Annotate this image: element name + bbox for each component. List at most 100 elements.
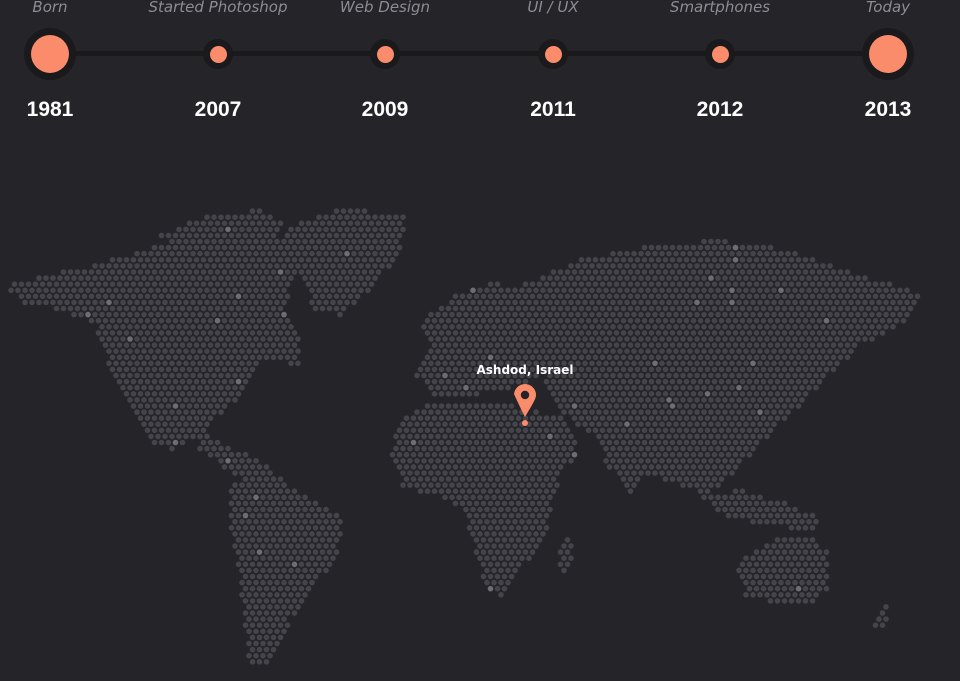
map-dot [865,293,872,300]
map-dot [540,470,546,476]
map-dot [659,336,665,342]
map-dot [221,342,228,348]
map-dot [491,360,497,367]
map-dot [498,579,504,586]
map-dot [855,287,861,294]
map-dot [631,324,637,330]
map-dot [253,299,259,306]
map-dot [214,451,221,458]
map-dot [550,476,557,482]
map-dot [718,342,725,348]
map-dot [256,257,263,263]
map-dot [169,238,175,245]
map-dot [767,305,774,312]
map-dot [596,275,602,281]
map-dot [673,263,679,269]
map-dot [228,232,235,239]
map-dot [666,348,672,354]
map-dot [239,555,245,561]
map-dot [729,397,735,403]
map-dot [781,342,788,348]
map-dot [151,427,158,434]
map-dot [298,585,305,592]
map-dot [158,232,165,239]
map-dot [683,403,690,409]
map-dot [200,427,207,434]
map-dot [193,220,200,227]
map-dot [729,287,735,294]
map-dot [438,305,445,312]
map-dot [624,421,630,427]
map-dot [239,494,245,501]
map-dot [823,342,830,348]
map-dot [186,378,193,385]
map-dot [848,275,854,281]
map-dot [554,458,560,464]
map-dot [512,445,518,452]
map-dot [246,531,252,537]
map-dot [197,360,203,367]
map-dot [561,543,567,549]
map-dot [463,324,469,330]
map-dot [88,293,95,300]
map-dot [260,616,266,622]
map-dot [620,354,627,361]
map-dot [620,476,627,482]
map-dot [708,482,714,488]
map-dot [249,622,256,628]
map-dot [242,622,249,628]
map-dot [568,311,574,318]
map-dot [470,336,476,342]
map-dot [596,360,602,367]
map-dot [767,366,774,373]
map-dot [697,305,704,312]
map-dot [116,378,123,385]
map-dot [722,299,728,306]
map-dot [442,421,448,427]
map-dot [788,391,795,397]
map-dot [218,336,224,342]
map-dot [302,275,308,281]
map-dot [795,354,802,361]
map-dot [249,500,256,507]
map-dot [459,427,466,434]
map-dot [130,403,137,409]
map-dot [638,421,644,427]
map-dot [291,537,298,543]
map-dot [183,372,189,379]
map-dot [109,281,116,287]
map-dot [137,269,144,275]
map-dot [263,500,270,507]
map-dot [785,311,791,318]
map-dot [323,263,329,269]
map-dot [183,324,189,330]
map-dot [246,640,252,647]
map-dot [547,384,553,391]
map-dot [277,512,284,519]
map-dot [32,293,39,300]
map-dot [316,518,322,525]
map-dot [309,275,315,281]
map-dot [218,409,224,415]
map-dot [613,330,620,336]
map-dot [116,317,123,324]
map-dot [687,299,693,306]
map-dot [449,445,455,452]
map-dot [687,348,693,354]
map-dot [487,342,494,348]
map-dot [648,257,655,263]
map-dot [400,458,406,464]
map-dot [872,622,879,628]
map-dot [802,549,809,555]
map-dot [760,269,767,275]
map-dot [333,257,340,263]
map-dot [701,445,707,452]
map-dot [715,372,721,379]
map-dot [274,348,280,354]
map-dot [799,518,805,525]
map-dot [508,342,515,348]
map-dot [480,488,487,495]
map-dot [274,616,280,622]
map-dot [60,281,67,287]
map-dot [277,293,284,300]
